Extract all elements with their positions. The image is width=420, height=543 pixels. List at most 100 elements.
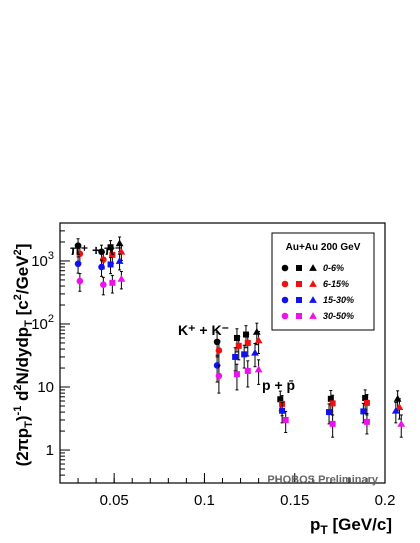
point-marker: [233, 334, 240, 341]
point-marker: [76, 277, 84, 285]
watermark-annotation: PHOBOS Preliminary: [267, 474, 379, 486]
legend: Au+Au 200 GeV 0-6% 6-15% 15-30% 30-50%: [271, 232, 375, 331]
data-point: [254, 359, 263, 385]
point-marker: [244, 339, 251, 346]
point-marker: [241, 351, 248, 358]
legend-triangle-marker: [309, 296, 317, 303]
point-marker: [76, 250, 84, 258]
point-marker: [395, 403, 404, 411]
data-point: [391, 401, 400, 424]
point-marker: [107, 244, 114, 251]
proton-label: p + p̄: [262, 377, 295, 393]
point-marker: [115, 239, 124, 247]
data-point: [76, 273, 84, 292]
data-point: [395, 398, 404, 420]
y-axis-title: (2πpT)-1 d2N/dydpT [c2/GeV2]: [12, 244, 35, 467]
point-marker: [279, 407, 286, 414]
data-point: [251, 343, 259, 368]
point-marker: [213, 338, 221, 346]
data-marks: [74, 236, 406, 438]
point-marker: [117, 247, 126, 255]
data-point: [233, 363, 240, 391]
point-marker: [363, 399, 370, 406]
point-marker: [362, 394, 369, 401]
point-marker: [397, 419, 406, 427]
x-tick-label: 0.15: [280, 492, 309, 509]
data-point: [109, 274, 116, 294]
point-marker: [329, 420, 336, 427]
point-marker: [232, 353, 239, 360]
x-tick-label: 0.05: [100, 492, 129, 509]
data-point: [235, 336, 242, 361]
legend-circle-marker: [281, 296, 289, 304]
point-marker: [115, 257, 124, 264]
point-marker: [233, 371, 240, 378]
pion-label: π⁺ + π⁻: [70, 242, 122, 258]
y-tick-label: 1: [46, 442, 54, 459]
point-marker: [244, 367, 251, 374]
data-point: [360, 402, 367, 424]
legend-circle-marker: [281, 264, 289, 272]
data-point: [241, 344, 248, 369]
point-marker: [117, 274, 126, 282]
data-point: [115, 253, 124, 271]
point-marker: [360, 408, 367, 415]
axes: 0.05 0.1 0.15 0.2 1 10 102 103: [31, 222, 396, 509]
legend-triangle-marker: [309, 280, 317, 287]
x-tick-label: 0.2: [375, 492, 396, 509]
data-point: [282, 410, 289, 433]
point-marker: [215, 347, 223, 354]
point-marker: [74, 260, 82, 268]
data-point: [76, 246, 84, 264]
data-point: [100, 276, 107, 296]
legend-triangle-marker: [309, 312, 317, 319]
point-marker: [98, 263, 105, 271]
data-point: [397, 414, 406, 438]
point-marker: [282, 416, 289, 423]
point-marker: [363, 418, 370, 425]
point-marker: [109, 279, 116, 286]
point-marker: [100, 281, 107, 288]
point-marker: [391, 406, 400, 414]
point-marker: [329, 400, 336, 407]
legend-square-marker: [296, 313, 302, 319]
data-point: [244, 360, 251, 388]
point-marker: [277, 396, 284, 403]
data-point: [107, 257, 114, 275]
legend-square-marker: [296, 297, 302, 303]
legend-entry-label: 6-15%: [323, 279, 349, 289]
legend-entry-label: 30-50%: [323, 311, 354, 321]
data-point: [363, 412, 370, 435]
legend-circle-marker: [281, 280, 289, 288]
kaon-label: K⁺ + K⁻: [178, 322, 229, 338]
point-marker: [109, 251, 116, 258]
y-tick-label: 103: [31, 250, 54, 270]
legend-square-marker: [296, 281, 302, 287]
data-point: [98, 259, 105, 277]
data-point: [254, 330, 263, 355]
x-tick-label: 0.1: [194, 492, 215, 509]
point-marker: [327, 395, 334, 402]
y-tick-label: 102: [31, 313, 54, 333]
point-marker: [254, 365, 263, 373]
data-point: [117, 271, 126, 290]
x-axis-title: pT [GeV/c]: [310, 515, 392, 537]
legend-entry-label: 0-6%: [323, 263, 344, 273]
legend-circle-marker: [281, 312, 289, 320]
legend-title: Au+Au 200 GeV: [286, 242, 361, 253]
data-point: [215, 364, 223, 394]
point-marker: [251, 348, 259, 356]
point-marker: [326, 409, 333, 416]
data-point: [363, 394, 370, 416]
point-marker: [254, 336, 263, 344]
data-point: [232, 347, 239, 372]
point-marker: [215, 372, 223, 380]
point-marker: [235, 342, 242, 349]
data-point: [329, 414, 336, 438]
data-point: [74, 256, 82, 274]
point-marker: [107, 261, 114, 268]
y-tick-label: 10: [37, 379, 54, 396]
legend-square-marker: [296, 265, 302, 271]
legend-entry-label: 15-30%: [323, 295, 354, 305]
